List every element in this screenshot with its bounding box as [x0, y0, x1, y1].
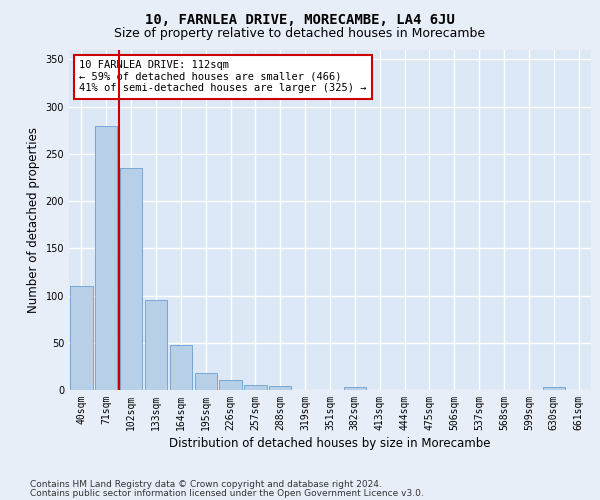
Text: 10, FARNLEA DRIVE, MORECAMBE, LA4 6JU: 10, FARNLEA DRIVE, MORECAMBE, LA4 6JU [145, 12, 455, 26]
Bar [542, 387, 565, 390]
Bar [194, 373, 217, 390]
Bar [120, 168, 142, 390]
Text: Contains HM Land Registry data © Crown copyright and database right 2024.: Contains HM Land Registry data © Crown c… [30, 480, 382, 489]
Bar [344, 387, 366, 390]
Text: Size of property relative to detached houses in Morecambe: Size of property relative to detached ho… [115, 28, 485, 40]
Text: 10 FARNLEA DRIVE: 112sqm
← 59% of detached houses are smaller (466)
41% of semi-: 10 FARNLEA DRIVE: 112sqm ← 59% of detach… [79, 60, 367, 94]
Bar [95, 126, 118, 390]
X-axis label: Distribution of detached houses by size in Morecambe: Distribution of detached houses by size … [169, 437, 491, 450]
Text: Contains public sector information licensed under the Open Government Licence v3: Contains public sector information licen… [30, 488, 424, 498]
Bar [70, 286, 92, 390]
Bar [244, 386, 266, 390]
Y-axis label: Number of detached properties: Number of detached properties [27, 127, 40, 313]
Bar [170, 344, 192, 390]
Bar [269, 386, 292, 390]
Bar [145, 300, 167, 390]
Bar [220, 380, 242, 390]
